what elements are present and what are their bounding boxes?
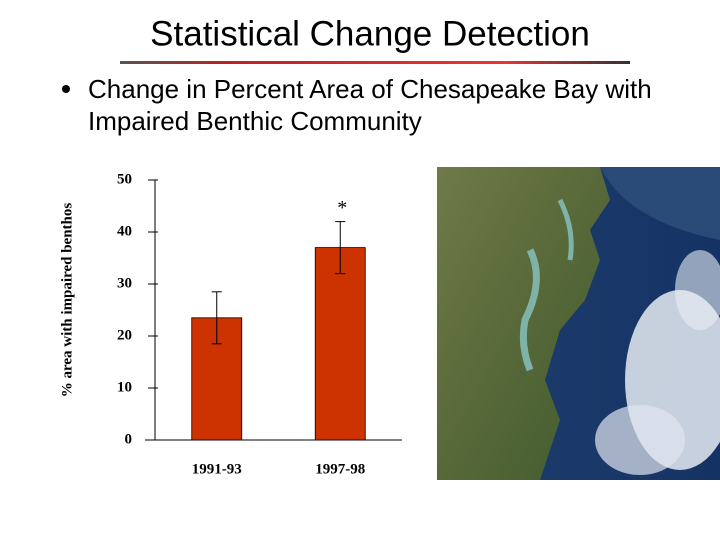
significance-marker: * bbox=[337, 197, 347, 219]
y-tick-label: 50 bbox=[117, 171, 132, 187]
y-tick-label: 10 bbox=[117, 379, 132, 395]
title-underline bbox=[120, 61, 630, 64]
y-tick-label: 40 bbox=[117, 223, 132, 239]
bullet-text: Impaired Benthic Community bbox=[88, 106, 422, 136]
bullet-dot bbox=[62, 85, 70, 93]
error-bar bbox=[211, 291, 222, 345]
error-bar bbox=[335, 221, 346, 275]
x-tick-label: 1991-93 bbox=[192, 461, 242, 477]
y-tick-label: 0 bbox=[125, 431, 133, 447]
y-tick-label: 30 bbox=[117, 275, 132, 291]
x-tick-label: 1997-98 bbox=[315, 461, 365, 477]
y-axis-label: % area with impaired benthos bbox=[59, 203, 75, 398]
bullet-text: Change in Percent Area of Chesapeake Bay… bbox=[88, 74, 652, 104]
y-tick-label: 20 bbox=[117, 327, 132, 343]
bar bbox=[314, 247, 366, 441]
slide-title: Statistical Change Detection bbox=[150, 14, 590, 53]
satellite-image bbox=[437, 167, 720, 480]
